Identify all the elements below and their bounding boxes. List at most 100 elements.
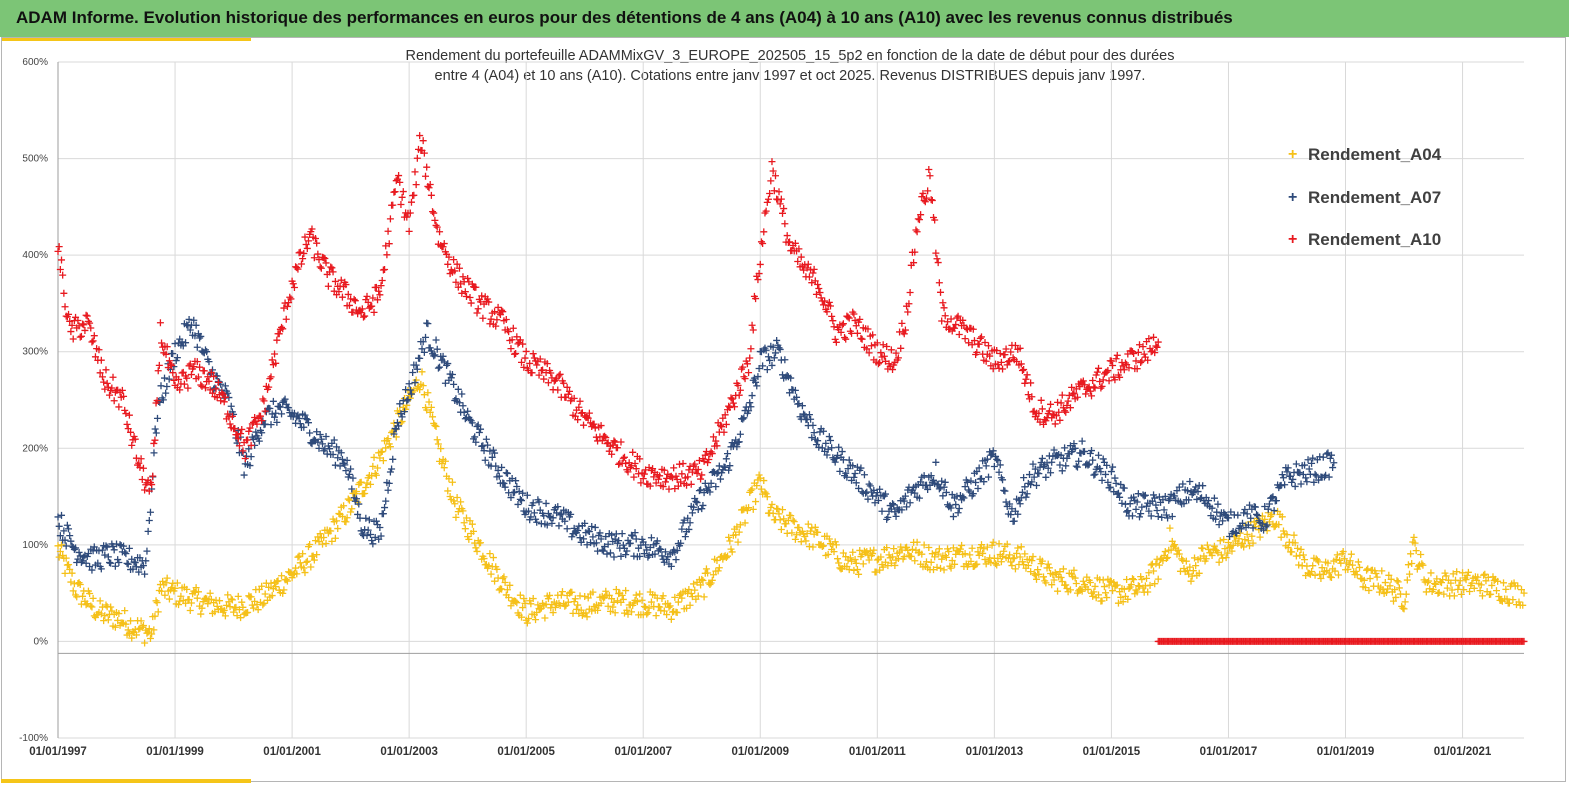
point-rendement-a07 bbox=[705, 483, 713, 491]
point-rendement-a10 bbox=[832, 338, 840, 346]
point-rendement-a07 bbox=[739, 415, 747, 423]
point-rendement-a07 bbox=[647, 534, 655, 542]
point-rendement-a10 bbox=[361, 312, 369, 320]
point-rendement-a10 bbox=[154, 367, 162, 375]
point-rendement-a10 bbox=[981, 339, 989, 347]
point-rendement-a07 bbox=[338, 455, 346, 463]
point-rendement-a10 bbox=[712, 437, 720, 445]
point-rendement-a04 bbox=[1403, 576, 1411, 584]
point-rendement-a10 bbox=[329, 268, 337, 276]
point-rendement-a07 bbox=[486, 447, 494, 455]
point-rendement-a07 bbox=[1326, 454, 1334, 462]
point-rendement-a07 bbox=[866, 482, 874, 490]
point-rendement-a10 bbox=[771, 172, 779, 180]
point-rendement-a04 bbox=[1456, 577, 1464, 585]
point-rendement-a07 bbox=[507, 494, 515, 502]
point-rendement-a04 bbox=[1466, 588, 1474, 596]
point-rendement-a04 bbox=[934, 550, 942, 558]
point-rendement-a10 bbox=[786, 238, 794, 246]
point-rendement-a04 bbox=[1117, 593, 1125, 601]
point-rendement-a07 bbox=[304, 419, 312, 427]
point-rendement-a07 bbox=[1008, 505, 1016, 513]
point-rendement-a07 bbox=[576, 534, 584, 542]
point-rendement-a04 bbox=[551, 603, 559, 611]
point-rendement-a07 bbox=[642, 541, 650, 549]
point-rendement-a10 bbox=[580, 421, 588, 429]
point-rendement-a07 bbox=[494, 466, 502, 474]
point-rendement-a10 bbox=[659, 483, 667, 491]
point-rendement-a10 bbox=[1004, 358, 1012, 366]
point-rendement-a10 bbox=[900, 330, 908, 338]
point-rendement-a04 bbox=[198, 604, 206, 612]
point-rendement-a04 bbox=[686, 601, 694, 609]
point-rendement-a04 bbox=[1292, 552, 1300, 560]
point-rendement-a04 bbox=[379, 457, 387, 465]
point-rendement-a10 bbox=[461, 288, 469, 296]
point-rendement-a10 bbox=[897, 344, 905, 352]
point-rendement-a10 bbox=[247, 441, 255, 449]
point-rendement-a10 bbox=[118, 386, 126, 394]
point-rendement-a10 bbox=[976, 334, 984, 342]
point-rendement-a04 bbox=[1372, 570, 1380, 578]
point-rendement-a07 bbox=[697, 486, 705, 494]
point-rendement-a07 bbox=[823, 451, 831, 459]
point-rendement-a10 bbox=[743, 360, 751, 368]
point-rendement-a07 bbox=[377, 532, 385, 540]
point-rendement-a04 bbox=[89, 594, 97, 602]
point-rendement-a07 bbox=[901, 492, 909, 500]
point-rendement-a07 bbox=[583, 541, 591, 549]
point-rendement-a10 bbox=[688, 468, 696, 476]
point-rendement-a10 bbox=[986, 352, 994, 360]
point-rendement-a07 bbox=[1030, 473, 1038, 481]
point-rendement-a07 bbox=[544, 510, 552, 518]
point-rendement-a10 bbox=[1064, 397, 1072, 405]
point-rendement-a07 bbox=[246, 462, 254, 470]
point-rendement-a07 bbox=[1210, 494, 1218, 502]
point-rendement-a07 bbox=[145, 516, 153, 524]
point-rendement-a07 bbox=[333, 443, 341, 451]
point-rendement-a07 bbox=[389, 455, 397, 463]
point-rendement-a04 bbox=[1327, 574, 1335, 582]
point-rendement-a10 bbox=[769, 167, 777, 175]
point-rendement-a07 bbox=[954, 509, 962, 517]
point-rendement-a07 bbox=[798, 402, 806, 410]
point-rendement-a07 bbox=[75, 548, 83, 556]
point-rendement-a04 bbox=[1443, 584, 1451, 592]
point-rendement-a04 bbox=[1440, 590, 1448, 598]
point-rendement-a04 bbox=[779, 506, 787, 514]
point-rendement-a07 bbox=[372, 517, 380, 525]
point-rendement-a04 bbox=[1071, 574, 1079, 582]
point-rendement-a10 bbox=[237, 430, 245, 438]
point-rendement-a04 bbox=[1186, 563, 1194, 571]
header-bar: ADAM Informe. Evolution historique des p… bbox=[0, 0, 1569, 37]
point-rendement-a07 bbox=[340, 459, 348, 467]
point-rendement-a04 bbox=[206, 589, 214, 597]
point-rendement-a07 bbox=[412, 361, 420, 369]
point-rendement-a07 bbox=[1155, 493, 1163, 501]
point-rendement-a10 bbox=[563, 383, 571, 391]
point-rendement-a04 bbox=[666, 602, 674, 610]
point-rendement-a04 bbox=[1215, 558, 1223, 566]
point-rendement-a10 bbox=[477, 298, 485, 306]
point-rendement-a10 bbox=[718, 423, 726, 431]
point-rendement-a07 bbox=[810, 429, 818, 437]
point-rendement-a10 bbox=[565, 387, 573, 395]
point-rendement-a07 bbox=[296, 420, 304, 428]
point-rendement-a07 bbox=[1080, 447, 1088, 455]
point-rendement-a07 bbox=[109, 542, 117, 550]
point-rendement-a10 bbox=[459, 273, 467, 281]
point-rendement-a10 bbox=[502, 315, 510, 323]
point-rendement-a10 bbox=[96, 369, 104, 377]
point-rendement-a04 bbox=[344, 495, 352, 503]
point-rendement-a04 bbox=[557, 591, 565, 599]
point-rendement-a04 bbox=[1105, 581, 1113, 589]
point-rendement-a07 bbox=[1085, 460, 1093, 468]
point-rendement-a07 bbox=[1168, 512, 1176, 520]
point-rendement-a10 bbox=[74, 317, 82, 325]
point-rendement-a04 bbox=[83, 600, 91, 608]
point-rendement-a07 bbox=[418, 345, 426, 353]
point-rendement-a10 bbox=[1027, 379, 1035, 387]
point-rendement-a07 bbox=[337, 449, 345, 457]
point-rendement-a04 bbox=[161, 591, 169, 599]
point-rendement-a07 bbox=[459, 402, 467, 410]
